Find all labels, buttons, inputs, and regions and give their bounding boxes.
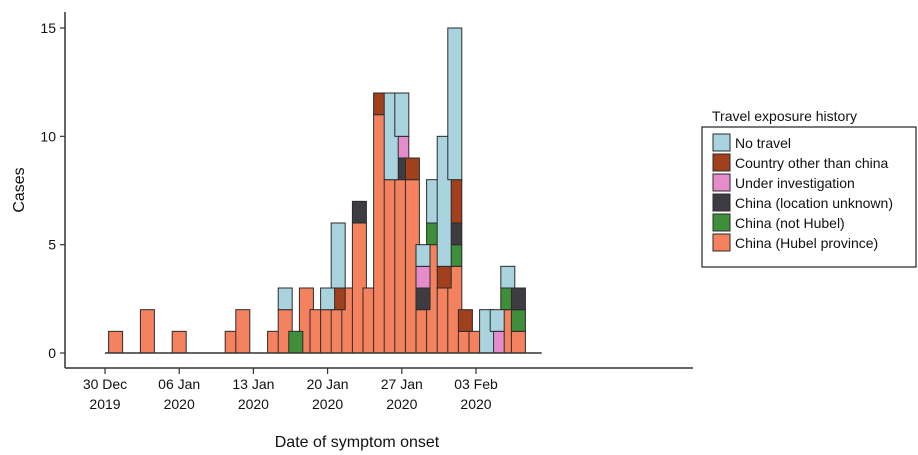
x-tick-label-year: 2020 [238, 396, 269, 412]
x-tick-label-year: 2019 [89, 396, 120, 412]
legend-box [701, 126, 917, 268]
legend-swatch [712, 193, 731, 212]
legend-swatch [712, 133, 731, 152]
bar-segment [404, 157, 420, 181]
bar-segment [510, 287, 526, 311]
bar-segment [288, 330, 304, 354]
legend-swatch [712, 173, 731, 192]
x-tick-label-year: 2020 [460, 396, 491, 412]
bar-segment [457, 309, 473, 332]
bar-segment [415, 287, 431, 311]
bar-segment [320, 287, 336, 311]
legend: Travel exposure history No travel Country… [701, 108, 917, 268]
bar-segment [277, 287, 293, 311]
bar-segment [510, 309, 526, 332]
y-axis-ticks: 0 5 10 15 [40, 20, 65, 361]
legend-swatch [712, 213, 731, 232]
bar-segment [500, 265, 516, 289]
bar-segment [489, 309, 505, 332]
x-tick-label-year: 2020 [164, 396, 195, 412]
bar-segment [415, 265, 431, 289]
x-tick-label: 20 Jan [307, 376, 349, 392]
x-tick-label-year: 2020 [386, 396, 417, 412]
legend-label: No travel [735, 135, 791, 151]
legend-title: Travel exposure history [712, 108, 857, 124]
bar-segment [394, 92, 410, 137]
bar-segment [235, 309, 251, 354]
y-tick-label: 10 [40, 128, 56, 144]
x-tick-label: 13 Jan [232, 376, 274, 392]
bar-segment [510, 330, 526, 354]
x-tick-label-year: 2020 [312, 396, 343, 412]
bar-segment [171, 330, 187, 354]
legend-label: China (Hubel province) [735, 235, 878, 251]
legend-swatch [712, 233, 731, 252]
y-tick-label: 15 [40, 20, 56, 36]
legend-label: Country other than china [735, 155, 889, 171]
bar-segment [447, 27, 463, 181]
legend-label: China (location unknown) [735, 195, 893, 211]
x-tick-label: 03 Feb [454, 376, 498, 392]
y-tick-label: 0 [48, 345, 56, 361]
bar-segment [436, 265, 452, 289]
y-axis-title: Cases [11, 167, 28, 212]
bar-segment [108, 330, 124, 354]
bar-segment [330, 222, 346, 289]
bars-layer [108, 27, 526, 354]
legend-label: China (not Hubel) [735, 215, 845, 231]
bar-segment [351, 200, 367, 224]
x-tick-label: 30 Dec [83, 376, 127, 392]
legend-items: No travel Country other than china Under i… [712, 133, 893, 252]
x-axis-ticks: 30 Dec 2019 06 Jan 2020 13 Jan 2020 20 Jan 2020… [83, 368, 498, 412]
x-axis-title: Date of symptom onset [275, 434, 440, 451]
y-tick-label: 5 [48, 237, 56, 253]
legend-swatch [712, 153, 731, 172]
bar-segment [139, 309, 155, 354]
bar-segment [415, 244, 431, 267]
x-tick-label: 27 Jan [381, 376, 423, 392]
legend-label: Under investigation [735, 175, 855, 191]
x-tick-label: 06 Jan [158, 376, 200, 392]
